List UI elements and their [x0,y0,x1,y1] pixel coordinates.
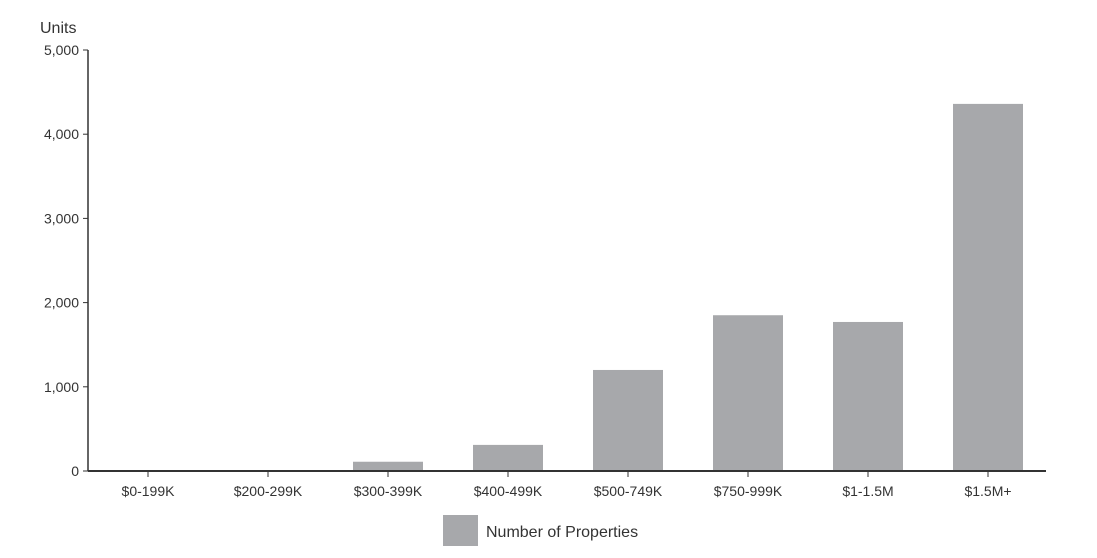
y-axis: 0 1,000 2,000 3,000 4,000 5,000 [44,42,89,479]
y-axis-title: Units [40,20,76,37]
legend: Number of Properties [443,515,638,546]
y-tick-label: 1,000 [44,379,79,395]
bar [593,369,663,471]
bar [713,315,783,471]
y-tick-label: 5,000 [44,42,79,58]
bar [353,461,423,471]
x-tick-label: $300-399K [354,483,423,499]
bar [953,103,1023,471]
x-tick-label: $500-749K [594,483,663,499]
y-tick-label: 2,000 [44,295,79,311]
x-tick-label: $0-199K [122,483,176,499]
x-tick-label: $750-999K [714,483,783,499]
bar [473,444,543,471]
legend-swatch [443,515,478,546]
x-tick-label: $200-299K [234,483,303,499]
y-tick-label: 3,000 [44,210,79,226]
y-tick-label: 0 [71,463,79,479]
x-tick-label: $1.5M+ [964,483,1011,499]
x-tick-label: $1-1.5M [842,483,893,499]
x-tick-label: $400-499K [474,483,543,499]
bar-series [353,103,1023,471]
bar [833,321,903,471]
legend-label: Number of Properties [486,524,638,541]
y-tick-label: 4,000 [44,126,79,142]
x-axis: $0-199K $200-299K $300-399K $400-499K $500-7… [88,470,1046,499]
